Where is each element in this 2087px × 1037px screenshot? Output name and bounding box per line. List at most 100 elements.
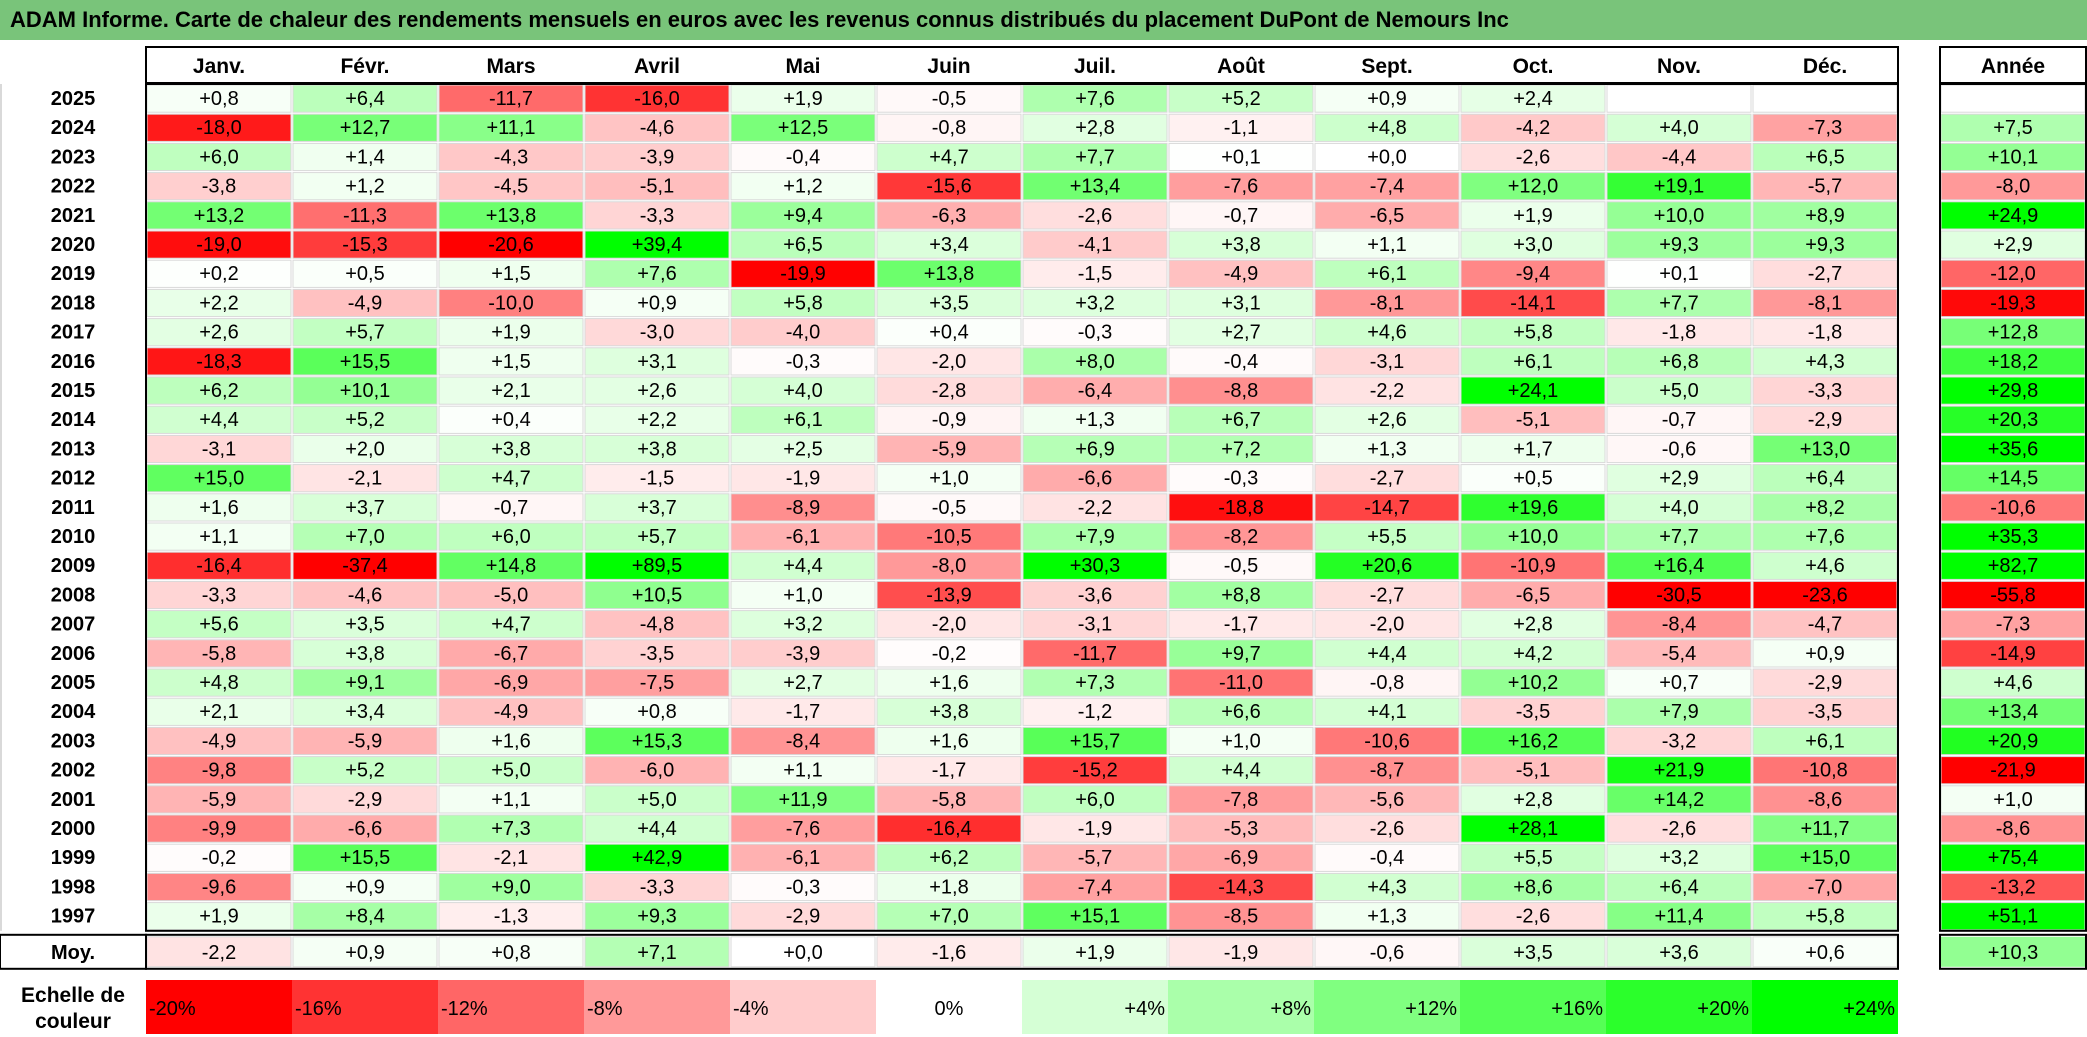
heatmap-cell [1168,785,1314,814]
year-label: 2022 [51,176,96,198]
cell-value: -9,6 [202,876,236,898]
heatmap-cell [876,230,1022,259]
heatmap-cell [876,434,1022,464]
cell-value: -2,9 [786,906,820,928]
heatmap-cell [1314,172,1460,201]
annual-cell [1940,580,2086,610]
heatmap-cell [438,142,584,172]
heatmap-cell [1752,639,1898,668]
heatmap-cell [584,785,730,814]
heatmap-cell [1752,347,1898,376]
heatmap-cell [1606,610,1752,639]
cell-value: +4,3 [1805,351,1844,373]
heatmap-cell [146,434,292,464]
cell-value: +1,3 [1367,438,1406,460]
heatmap-cell [1606,113,1752,142]
heatmap-cell [1314,230,1460,259]
heatmap-cell [876,318,1022,347]
heatmap-cell [730,230,876,259]
cell-value: +1,4 [345,146,384,168]
heatmap-cell [584,464,730,493]
heatmap-cell [146,259,292,288]
heatmap-cell [438,639,584,668]
heatmap-cell [1606,814,1752,843]
heatmap-cell [876,376,1022,405]
cell-value: -0,5 [932,497,966,519]
cell-value: -1,9 [1078,818,1112,840]
cell-value: -8,0 [932,555,966,577]
heatmap-cell [1168,814,1314,843]
cell-value: +4,0 [783,380,822,402]
heatmap-cell [584,376,730,405]
scale-stop-label: +24% [1843,998,1895,1020]
cell-value: +7,0 [345,526,384,548]
cell-value: -3,6 [1078,584,1112,606]
heatmap-cell [876,288,1022,318]
heatmap-cell [1168,288,1314,318]
heatmap-cell [1168,493,1314,522]
cell-value: +2,0 [345,438,384,460]
annual-cell [1940,113,2086,142]
cell-value: +6,2 [929,847,968,869]
heatmap-cell [438,756,584,785]
annual-cell [1940,434,2086,464]
annual-cell [1940,785,2086,814]
cell-value: +1,1 [1367,234,1406,256]
heatmap-cell [1752,113,1898,142]
cell-value: +6,7 [1221,409,1260,431]
cell-value: +5,5 [1367,526,1406,548]
heatmap-cell [438,434,584,464]
cell-value: -1,8 [1662,322,1696,344]
heatmap-cell [584,493,730,522]
month-header: Mai [785,55,820,78]
annual-value: -21,9 [1990,760,2036,782]
year-label: 2023 [51,146,96,168]
heatmap-cell [1752,785,1898,814]
month-header: Nov. [1657,55,1701,78]
heatmap-cell [292,610,438,639]
year-label: 2004 [51,701,96,723]
cell-value: +0,4 [491,409,530,431]
heatmap-cell [438,843,584,872]
cell-value: -9,9 [202,818,236,840]
cell-value: -2,0 [932,351,966,373]
cell-value: +15,0 [1800,847,1851,869]
chart-title: ADAM Informe. Carte de chaleur des rende… [10,7,1509,32]
annual-value: +51,1 [1988,906,2039,928]
cell-value: -1,5 [640,468,674,490]
cell-value: -4,2 [1516,117,1550,139]
heatmap-cell [1460,347,1606,376]
heatmap-cell [438,405,584,434]
cell-value: -5,1 [1516,760,1550,782]
cell-value: +3,8 [637,438,676,460]
cell-value: +2,6 [637,380,676,402]
cell-value: +9,7 [1221,643,1260,665]
cell-value: +1,6 [929,730,968,752]
cell-value: -2,0 [932,614,966,636]
heatmap-cell [1168,347,1314,376]
heatmap-cell [1022,668,1168,697]
heatmap-cell [1752,464,1898,493]
cell-value: -6,4 [1078,380,1112,402]
cell-value: +13,4 [1070,176,1121,198]
heatmap-cell [584,172,730,201]
cell-value: +89,5 [632,555,683,577]
heatmap-cell [292,522,438,551]
heatmap-cell [146,668,292,697]
heatmap-cell [730,697,876,726]
cell-value: -2,9 [1808,409,1842,431]
year-label: 2008 [51,584,96,606]
heatmap-cell [1460,84,1606,113]
average-value: +7,1 [637,942,676,964]
heatmap-cell [146,113,292,142]
heatmap-cell [1606,639,1752,668]
heatmap-cell [584,405,730,434]
heatmap-cell [584,434,730,464]
heatmap-cell [1460,142,1606,172]
year-label: 2009 [51,555,96,577]
cell-value: -23,6 [1802,584,1848,606]
cell-value: +6,1 [1805,730,1844,752]
cell-value: -5,1 [1516,409,1550,431]
cell-value: +2,6 [1367,409,1406,431]
